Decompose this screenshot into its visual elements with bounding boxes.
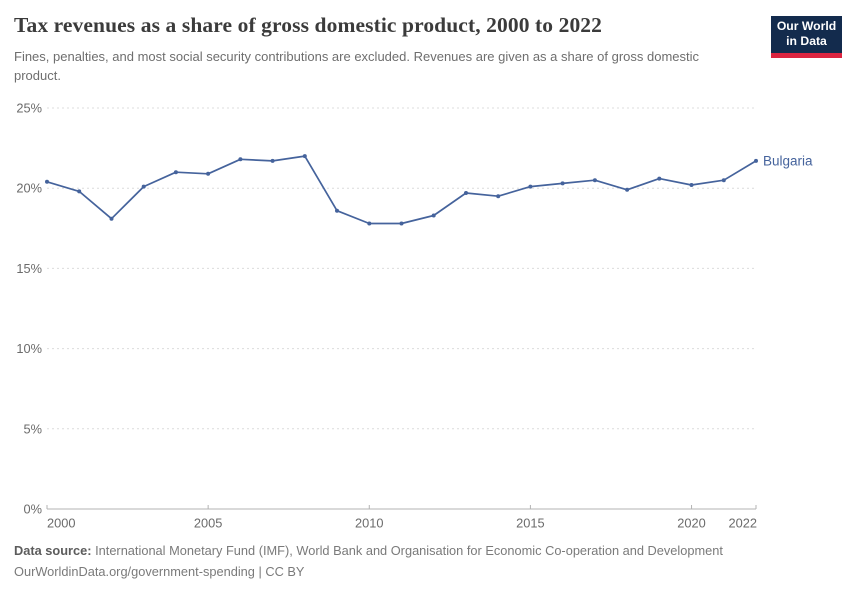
data-point [206,171,211,176]
owid-logo-line1: Our World [776,19,837,33]
chart-footer: Data source: International Monetary Fund… [14,541,814,583]
owid-logo-line2: in Data [786,34,827,49]
y-tick-label: 0% [24,502,43,517]
data-point [560,181,565,186]
data-point [754,158,758,163]
chart-title: Tax revenues as a share of gross domesti… [14,13,603,37]
data-point [689,183,694,187]
data-point [399,221,404,226]
y-tick-label: 20% [16,181,42,196]
footer-link-line: OurWorldinData.org/government-spending |… [14,563,305,579]
data-point [77,189,82,194]
x-tick-label: 2000 [47,516,75,531]
x-tick-label: 2020 [677,516,705,531]
data-point [431,213,436,218]
data-point [238,157,243,162]
data-point [657,176,662,181]
y-tick-label: 15% [16,261,42,276]
y-tick-label: 25% [16,101,42,116]
data-point [625,187,630,192]
data-point [464,191,468,195]
chart-header: Tax revenues as a share of gross domesti… [14,13,759,85]
data-point [141,184,146,189]
x-tick-label: 2022 [729,516,757,531]
data-point [496,194,501,199]
data-point [367,221,372,226]
data-point [173,170,178,175]
y-tick-label: 5% [24,421,43,436]
data-point [45,179,49,184]
data-point [270,158,275,163]
data-point [302,154,307,159]
data-point [592,178,597,183]
datasource-text: International Monetary Fund (IMF), World… [91,543,723,558]
data-line [46,155,757,225]
x-tick-label: 2010 [355,516,383,531]
datasource-label: Data source: [14,543,92,558]
data-point [528,184,533,189]
footer-datasource-line: Data source: International Monetary Fund… [14,541,814,562]
chart-subtitle: Fines, penalties, and most social securi… [14,49,700,84]
data-point [335,208,339,213]
y-tick-label: 10% [16,341,42,356]
owid-logo: Our World in Data [771,16,842,58]
data-point [109,216,114,221]
x-tick-label: 2005 [194,516,222,531]
series-label: Bulgaria [763,153,813,168]
x-tick-label: 2015 [516,516,544,531]
data-point [721,178,726,183]
